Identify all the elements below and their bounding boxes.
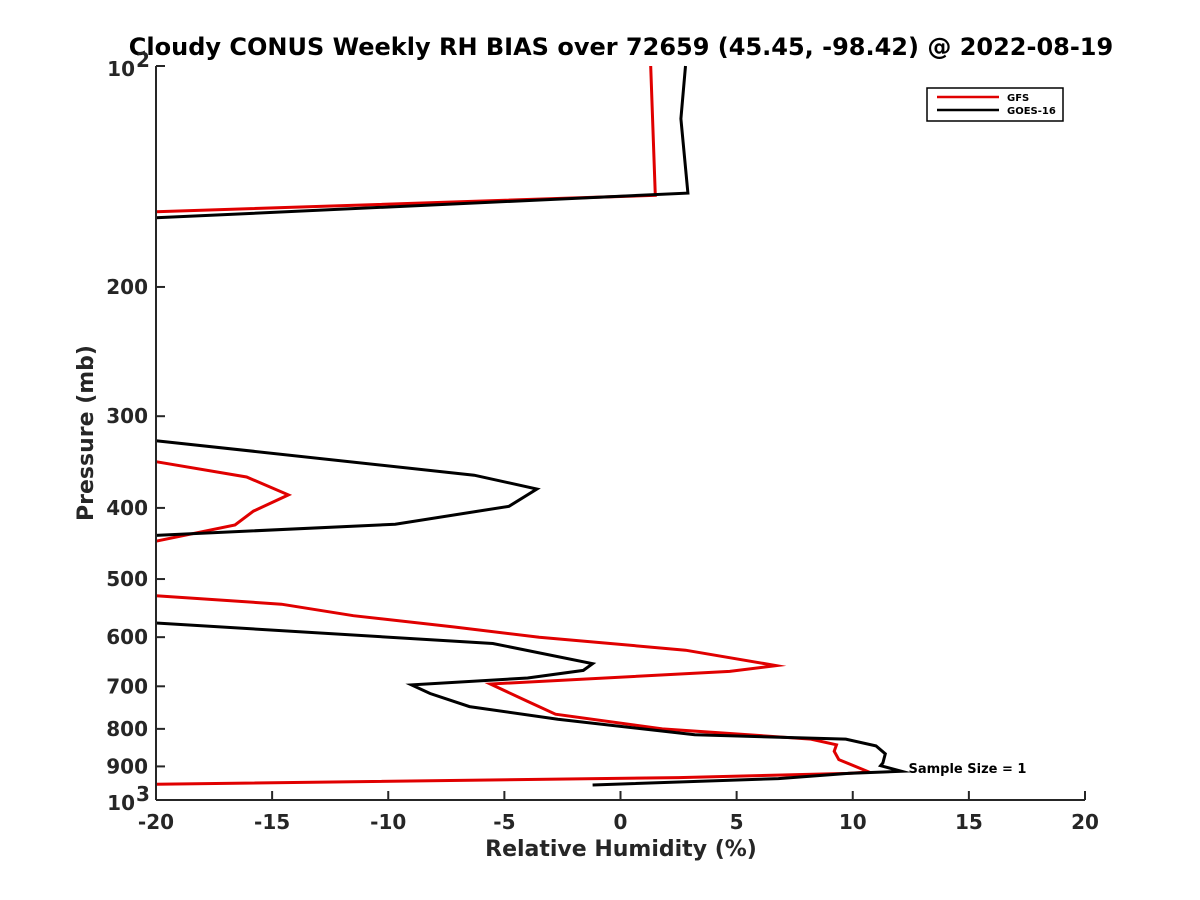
x-tick-label: 0 <box>614 810 628 834</box>
series-line-gfs-3 <box>155 594 876 786</box>
y-tick-label: 700 <box>106 674 148 698</box>
y-tick-label: 400 <box>106 496 148 520</box>
x-tick-label: -10 <box>370 810 406 834</box>
x-tick-label: -20 <box>138 810 174 834</box>
chart-title: Cloudy CONUS Weekly RH BIAS over 72659 (… <box>129 33 1113 61</box>
y-tick-exponent: 3 <box>136 782 150 806</box>
legend-label-goes-16: GOES-16 <box>1007 106 1056 117</box>
y-tick-label: 900 <box>106 754 148 778</box>
x-tick-label: 10 <box>839 810 867 834</box>
legend: GFS GOES-16 <box>926 87 1064 122</box>
y-tick-label: 600 <box>106 625 148 649</box>
y-axis-label: Pressure (mb) <box>74 345 99 521</box>
series-line-gfs-2 <box>155 460 293 543</box>
series-layer <box>155 65 912 787</box>
series-line-goes-16-3 <box>155 621 912 787</box>
sample-size-annotation: Sample Size = 1 <box>908 762 1026 777</box>
axes-layer <box>155 65 1086 801</box>
x-tick-label: -15 <box>254 810 290 834</box>
x-tick-label: 15 <box>955 810 983 834</box>
x-tick-label: 20 <box>1071 810 1099 834</box>
x-tick-label: 5 <box>730 810 744 834</box>
y-tick-label: 10 <box>107 57 135 81</box>
series-line-goes-16-1 <box>155 65 690 220</box>
y-tick-label: 200 <box>106 275 148 299</box>
x-tick-label: -5 <box>493 810 515 834</box>
legend-label-gfs: GFS <box>1007 93 1029 104</box>
y-tick-label: 300 <box>106 404 148 428</box>
y-tick-label: 10 <box>107 791 135 815</box>
series-line-gfs-1 <box>155 65 657 214</box>
y-tick-label: 800 <box>106 717 148 741</box>
series-line-goes-16-2 <box>155 439 541 537</box>
y-tick-exponent: 2 <box>136 48 150 72</box>
x-axis-label: Relative Humidity (%) <box>485 837 757 862</box>
legend-box <box>926 87 1064 122</box>
y-tick-label: 500 <box>106 567 148 591</box>
